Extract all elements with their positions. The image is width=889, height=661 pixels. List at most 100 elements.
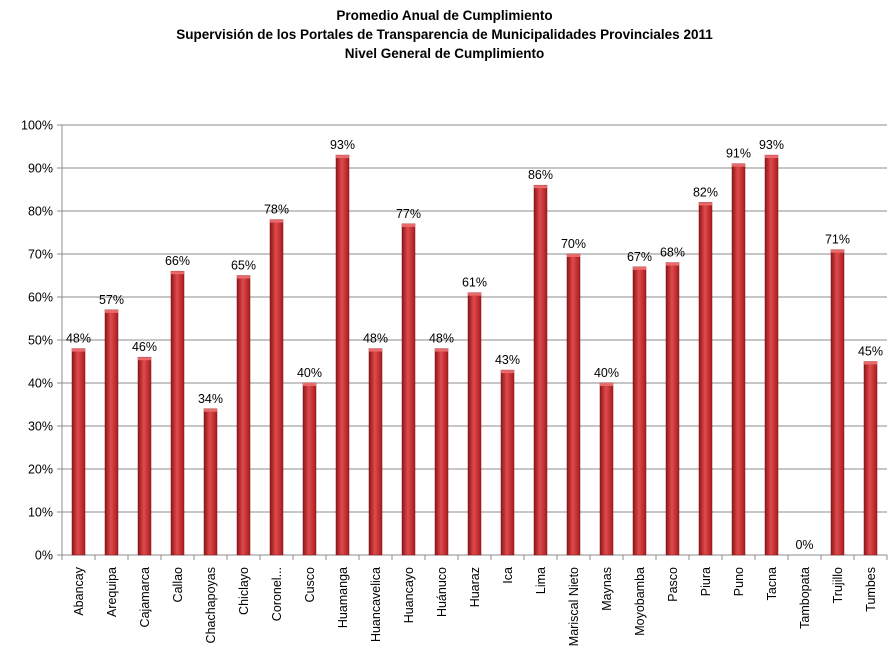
category-label: Abancay	[72, 566, 86, 615]
category-label: Huánuco	[435, 567, 449, 617]
bar-highlight	[105, 309, 118, 313]
y-tick-label: 0%	[35, 549, 53, 563]
bar-highlight	[567, 254, 580, 257]
category-label: Coronel...	[270, 567, 284, 621]
data-label: 61%	[462, 276, 487, 290]
data-label: 0%	[795, 538, 813, 552]
bar	[698, 202, 713, 556]
bar-highlight	[633, 266, 646, 270]
y-tick-label: 100%	[21, 119, 53, 133]
data-label: 48%	[363, 332, 388, 346]
bar-highlight	[402, 223, 415, 227]
bar-highlight	[72, 348, 85, 352]
y-tick-label: 90%	[28, 162, 53, 176]
bar-highlight	[864, 361, 877, 365]
data-label: 93%	[330, 138, 355, 152]
category-label: Tumbes	[864, 567, 878, 612]
y-tick-label: 30%	[28, 420, 53, 434]
category-label: Huamanga	[336, 567, 350, 628]
data-label: 78%	[264, 203, 289, 217]
data-label: 48%	[429, 332, 454, 346]
category-label: Tacna	[765, 567, 779, 600]
data-labels: 48% 57% 46% 66% 34% 65% 78% 40% 93% 48% 77% 48% 61% 4…	[66, 138, 883, 552]
data-label: 68%	[660, 246, 685, 260]
bar-highlight	[171, 271, 184, 275]
data-label: 71%	[825, 233, 850, 247]
bar-highlight	[270, 219, 283, 223]
bar	[500, 369, 515, 556]
bar	[830, 249, 845, 556]
category-label: Ica	[501, 567, 515, 584]
category-label: Chiclayo	[237, 567, 251, 615]
bar	[599, 382, 614, 556]
chart-titles: Promedio Anual de Cumplimiento Supervisi…	[0, 6, 889, 63]
category-label: Trujillo	[831, 567, 845, 603]
data-label: 48%	[66, 332, 91, 346]
data-label: 65%	[231, 259, 256, 273]
category-label: Huancavelica	[369, 567, 383, 642]
y-tick-label: 70%	[28, 248, 53, 262]
y-tick-label: 50%	[28, 334, 53, 348]
bar	[467, 292, 482, 556]
bar-highlight	[303, 383, 316, 386]
bar	[104, 309, 119, 556]
data-label: 45%	[858, 345, 883, 359]
category-labels: Abancay Arequipa Cajamarca Callao Chachapoya…	[72, 566, 878, 646]
bar	[302, 382, 317, 556]
data-label: 43%	[495, 353, 520, 367]
y-tick-label: 80%	[28, 205, 53, 219]
category-label: Piura	[699, 567, 713, 596]
data-label: 40%	[594, 366, 619, 380]
bar-highlight	[336, 155, 349, 159]
category-label: Cusco	[303, 567, 317, 602]
bar	[203, 408, 218, 556]
category-label: Callao	[171, 567, 185, 602]
category-label: Lima	[534, 567, 548, 594]
bar	[401, 223, 416, 556]
bar	[236, 275, 251, 556]
bar	[632, 266, 647, 556]
y-tick-label: 40%	[28, 377, 53, 391]
y-tick-label: 10%	[28, 506, 53, 520]
data-label: 46%	[132, 340, 157, 354]
bar-highlight	[204, 408, 217, 412]
chart-subtitle: Supervisión de los Portales de Transpare…	[176, 27, 713, 42]
y-tick-label: 20%	[28, 463, 53, 477]
bar-highlight	[435, 348, 448, 352]
category-label: Puno	[732, 567, 746, 596]
data-label: 91%	[726, 147, 751, 161]
data-label: 67%	[627, 250, 652, 264]
category-label: Huaraz	[468, 567, 482, 607]
data-label: 93%	[759, 138, 784, 152]
bar	[335, 154, 350, 556]
bar	[368, 348, 383, 556]
data-label: 40%	[297, 366, 322, 380]
bar	[137, 356, 152, 556]
bar-highlight	[369, 348, 382, 352]
bar-highlight	[831, 249, 844, 253]
y-tick-label: 60%	[28, 291, 53, 305]
data-label: 34%	[198, 392, 223, 406]
bars	[71, 154, 878, 556]
bar-highlight	[138, 357, 151, 361]
data-label: 86%	[528, 168, 553, 182]
bar-highlight	[732, 163, 745, 167]
bar-highlight	[765, 155, 778, 159]
bar-highlight	[468, 292, 481, 296]
bar	[731, 163, 746, 556]
bar	[533, 184, 548, 556]
category-label: Pasco	[666, 567, 680, 602]
data-label: 70%	[561, 237, 586, 251]
chart-title: Promedio Anual de Cumplimiento	[336, 8, 553, 23]
category-label: Chachapoyas	[204, 567, 218, 643]
bar	[269, 219, 284, 556]
bar-highlight	[600, 383, 613, 386]
bar-highlight	[699, 202, 712, 206]
bar	[764, 154, 779, 556]
category-label: Moyobamba	[633, 567, 647, 636]
bar-highlight	[237, 275, 250, 279]
data-label: 66%	[165, 254, 190, 268]
category-label: Huancayo	[402, 567, 416, 623]
bar-highlight	[666, 262, 679, 266]
